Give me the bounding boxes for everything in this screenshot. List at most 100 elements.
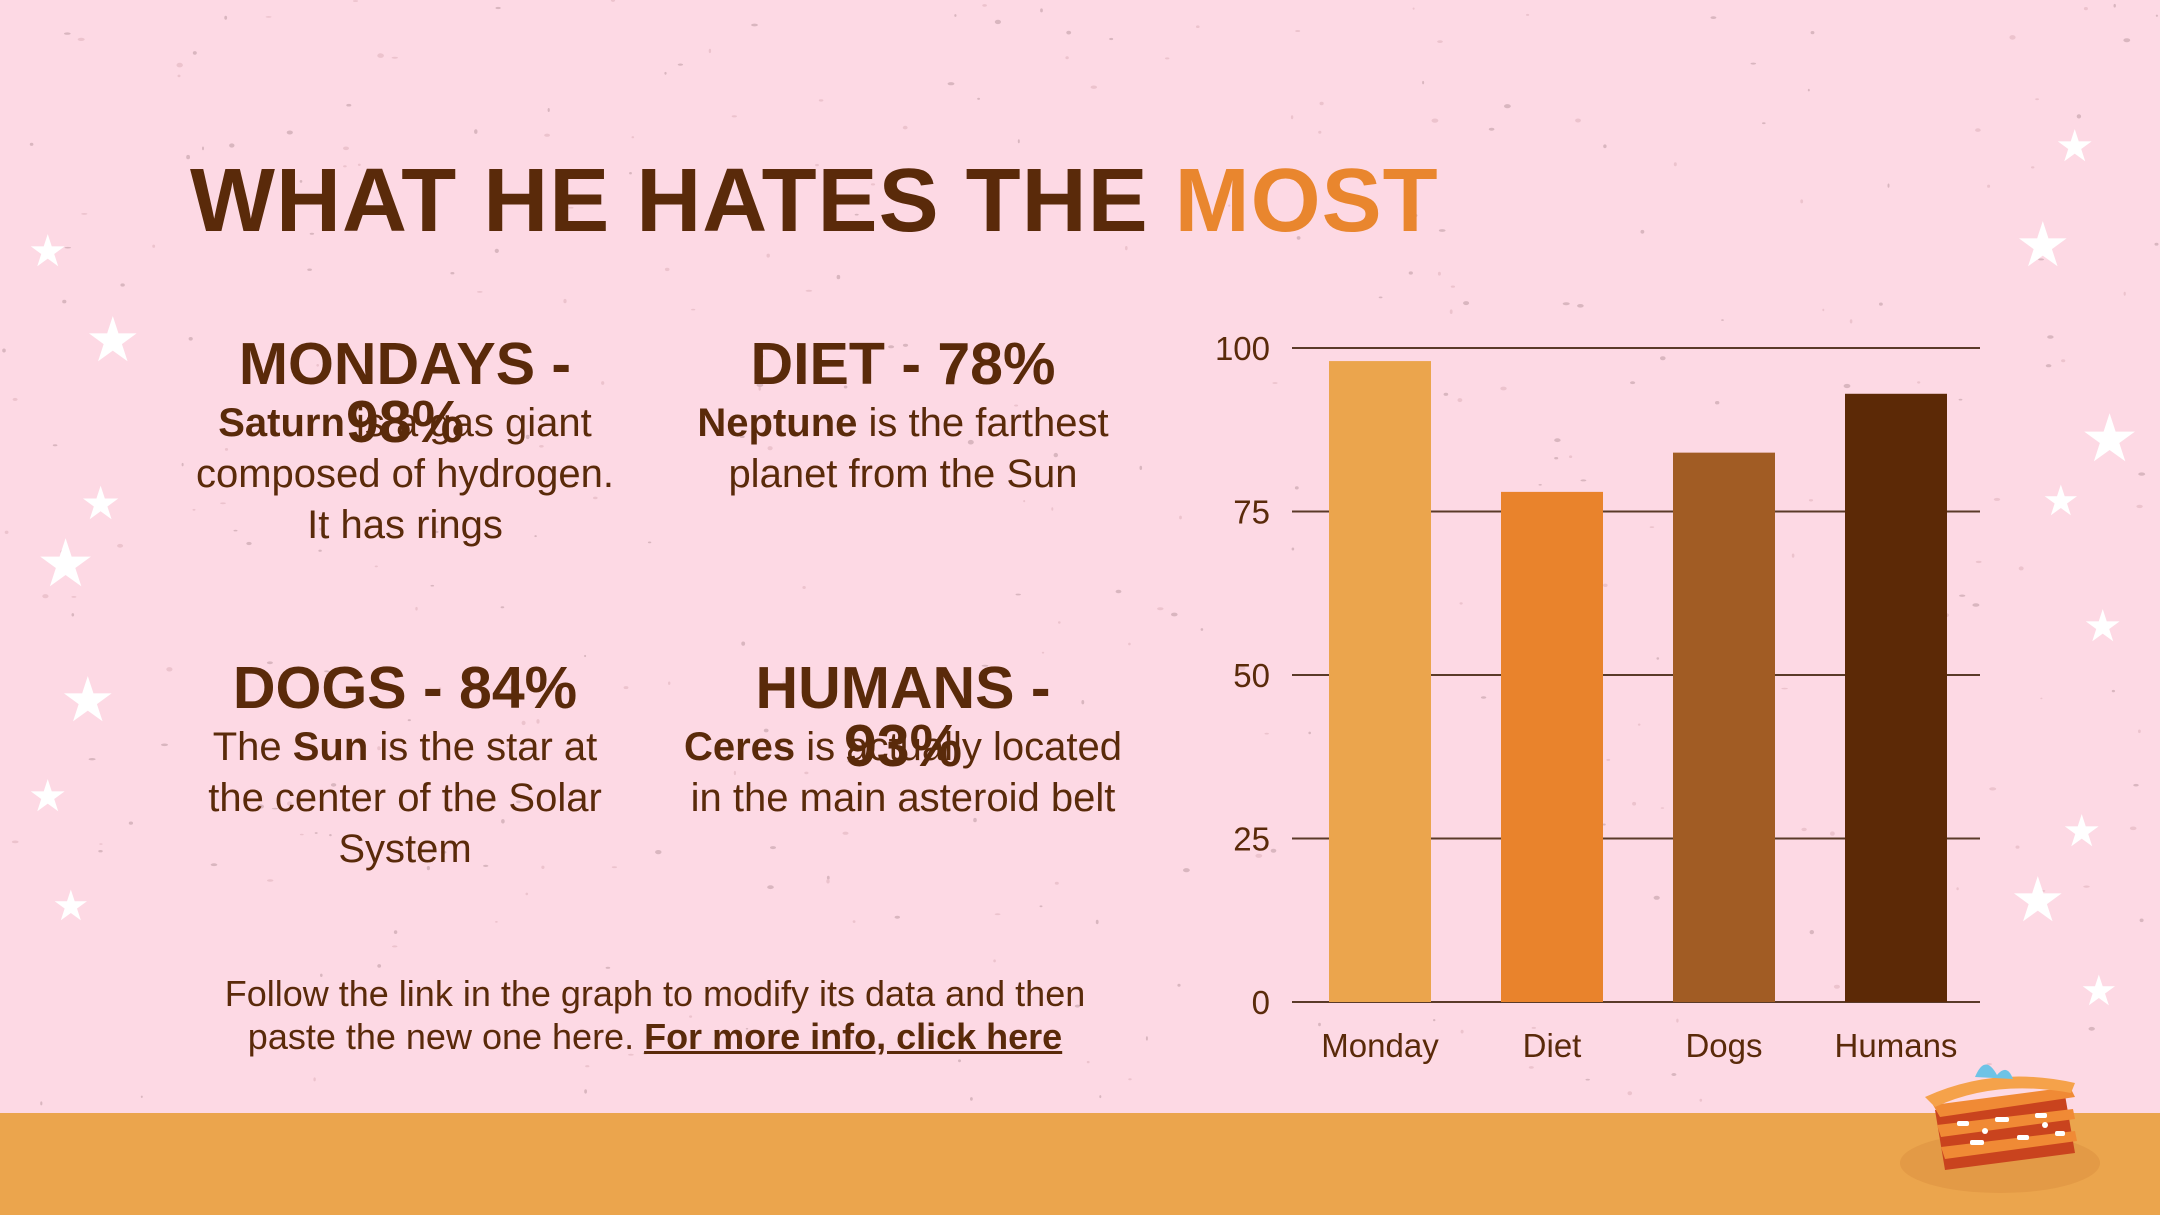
speckle [99, 843, 103, 845]
speckle [1958, 398, 1963, 401]
speckle [1791, 553, 1795, 558]
star-icon: ★ [2010, 866, 2066, 935]
speckle [314, 832, 318, 834]
speckle [60, 550, 65, 554]
speckle [506, 744, 510, 748]
speckle [346, 103, 352, 107]
speckle [1554, 438, 1561, 443]
speckle [1822, 308, 1825, 312]
speckle [642, 1052, 648, 1055]
bar-chart: 0 25 50 75 100 Monday Diet Dogs Humans [1215, 330, 1980, 1064]
speckle [161, 743, 168, 747]
speckle [493, 694, 500, 700]
star-icon: ★ [36, 526, 96, 600]
speckle [601, 381, 605, 385]
star-icon: ★ [28, 772, 68, 821]
speckle [1606, 758, 1611, 761]
speckle [1554, 457, 1559, 460]
speckle [432, 530, 439, 534]
speckle [42, 594, 49, 599]
speckle [1450, 285, 1455, 288]
speckle [2138, 729, 2141, 734]
speckle [495, 6, 501, 10]
speckle [544, 133, 550, 137]
speckle [629, 172, 632, 175]
speckle [1699, 1098, 1703, 1102]
speckle [71, 613, 75, 617]
speckle [324, 670, 330, 673]
speckle [2111, 689, 2115, 693]
page-title: WHAT HE HATES THE MOST [190, 150, 1439, 253]
speckle [628, 1053, 634, 1056]
speckle [1671, 1073, 1677, 1076]
speckle [1165, 57, 1170, 60]
speckle [352, 0, 359, 2]
speckle [2076, 114, 2082, 119]
speckle [1431, 118, 1439, 123]
speckle [1308, 731, 1311, 735]
speckle [1054, 881, 1059, 885]
speckle [1956, 887, 1959, 891]
speckle [763, 728, 769, 733]
speckle [271, 807, 278, 810]
speckle [541, 865, 545, 869]
speckle [2047, 335, 2054, 339]
speckle [970, 1097, 973, 1101]
speckle [664, 267, 670, 272]
stat-text: is a gas giant composed of hydrogen. It … [195, 401, 615, 547]
speckle [415, 606, 418, 611]
footnote: Follow the link in the graph to modify i… [190, 972, 1120, 1058]
speckle [98, 850, 103, 853]
speckle [977, 97, 980, 100]
speckle [1408, 271, 1413, 275]
speckle [29, 142, 34, 146]
title-main: WHAT HE HATES THE [190, 151, 1149, 251]
speckle [1849, 319, 1853, 324]
speckle [81, 213, 88, 215]
speckle [1171, 612, 1178, 617]
speckle [852, 920, 856, 923]
speckle [947, 82, 955, 86]
star-icon: ★ [52, 882, 90, 929]
speckle [1810, 30, 1815, 35]
speckle [320, 973, 323, 977]
star-icon: ★ [2055, 122, 2095, 171]
speckle [731, 115, 737, 118]
speckle [210, 863, 218, 867]
speckle [1291, 547, 1295, 551]
stat-description: The Sun is the star at the center of the… [185, 722, 625, 875]
y-tick-label: 50 [1233, 657, 1270, 694]
speckle [536, 719, 540, 724]
more-info-link[interactable]: For more info, click here [644, 1016, 1063, 1057]
speckle [1879, 302, 1883, 306]
stat-heading: DIET - 78% [750, 331, 1056, 397]
lasagna-icon [1900, 1064, 2100, 1193]
speckle [847, 760, 853, 763]
speckle [854, 213, 859, 216]
speckle [1721, 319, 1724, 321]
x-tick-label: Diet [1523, 1027, 1582, 1064]
speckle [1290, 115, 1294, 120]
speckle [1412, 7, 1415, 10]
speckle [647, 541, 652, 544]
speckle [495, 921, 498, 923]
speckle [1318, 1022, 1321, 1027]
speckle [1603, 144, 1607, 149]
speckle [655, 850, 662, 855]
stat-description: 98% Saturn is a gas giant composed of hy… [185, 392, 625, 551]
speckle [430, 584, 435, 587]
stat-heading: HUMANS - [755, 655, 1051, 721]
speckle [1145, 1036, 1148, 1041]
speckle [229, 143, 235, 148]
speckle [267, 879, 274, 882]
speckle [993, 959, 996, 963]
speckle [1109, 37, 1114, 41]
speckle [1972, 603, 1980, 607]
speckle [343, 165, 347, 168]
speckle [377, 964, 382, 968]
speckle [1228, 204, 1231, 207]
stat-subject: Saturn [218, 401, 345, 445]
speckle [994, 19, 1002, 25]
speckle [1975, 560, 1982, 564]
y-tick-label: 25 [1233, 821, 1270, 858]
